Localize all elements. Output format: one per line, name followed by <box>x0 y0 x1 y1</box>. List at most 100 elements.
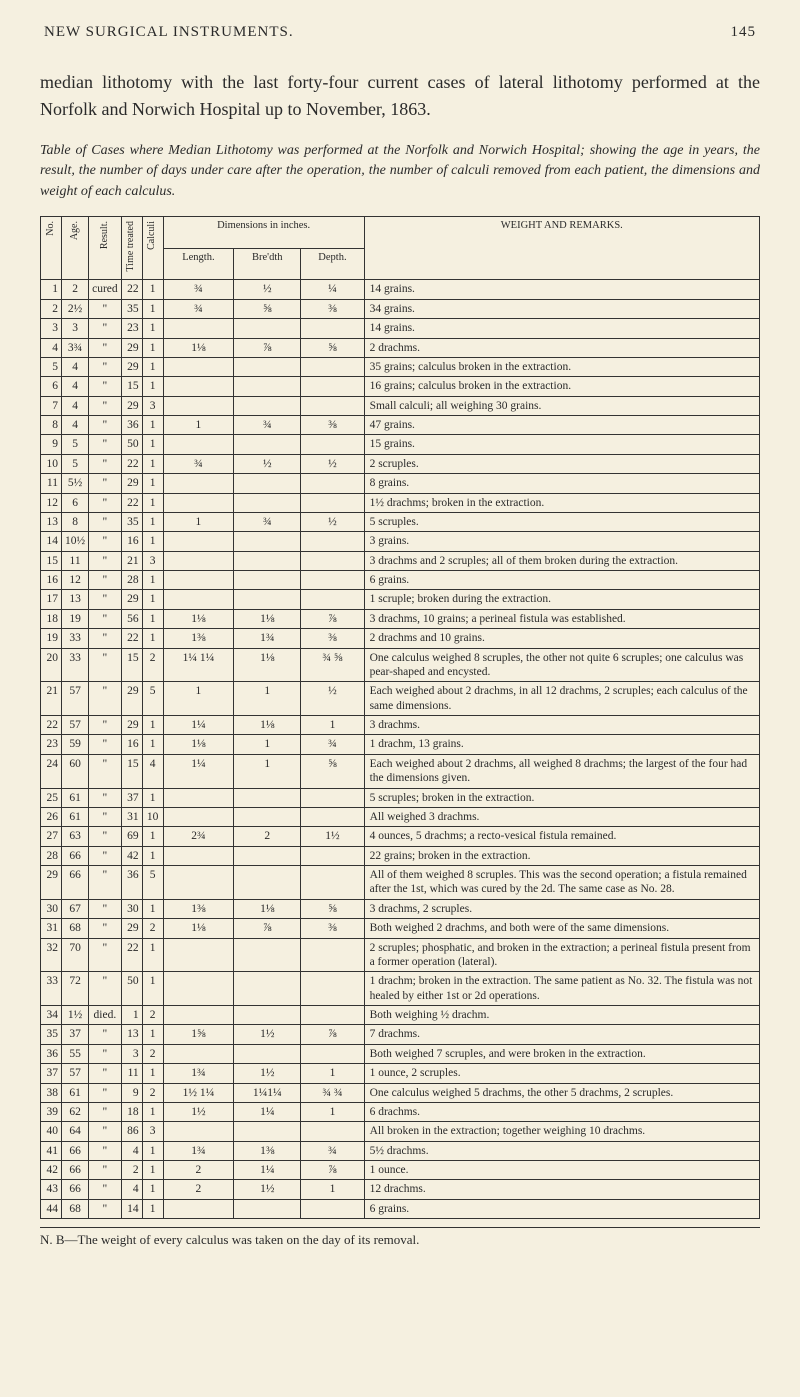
cell-time: 69 <box>121 827 142 846</box>
cell-length: 1⅛ <box>163 338 234 357</box>
table-row: 2257"2911¼1⅛13 drachms. <box>41 716 760 735</box>
cell-calculi: 10 <box>142 807 163 826</box>
cell-depth: ¾ ⅝ <box>301 648 364 682</box>
cell-remarks: 8 grains. <box>364 474 759 493</box>
cell-no: 12 <box>41 493 62 512</box>
table-row: 115½"2918 grains. <box>41 474 760 493</box>
cell-time: 22 <box>121 938 142 972</box>
cell-result: " <box>89 1122 122 1141</box>
cell-depth: ⅞ <box>301 1161 364 1180</box>
cell-remarks: 47 grains. <box>364 416 759 435</box>
cell-time: 9 <box>121 1083 142 1102</box>
cell-result: " <box>89 754 122 788</box>
cell-calculi: 1 <box>142 571 163 590</box>
cell-depth: ⅝ <box>301 754 364 788</box>
cell-result: " <box>89 435 122 454</box>
cell-remarks: 1 ounce, 2 scruples. <box>364 1064 759 1083</box>
cell-remarks: 3 drachms, 10 grains; a perineal fistula… <box>364 609 759 628</box>
cell-length: 1⅛ <box>163 609 234 628</box>
cell-depth: ⅜ <box>301 629 364 648</box>
table-row: 105"221¾½½2 scruples. <box>41 454 760 473</box>
cell-time: 16 <box>121 532 142 551</box>
cell-depth <box>301 972 364 1006</box>
cell-age: 2½ <box>62 299 89 318</box>
cell-no: 1 <box>41 280 62 299</box>
cell-result: " <box>89 474 122 493</box>
cell-age: 33 <box>62 629 89 648</box>
cell-age: 66 <box>62 1141 89 1160</box>
cell-calculi: 1 <box>142 735 163 754</box>
cell-depth: ¾ <box>301 1141 364 1160</box>
cell-time: 22 <box>121 280 142 299</box>
cell-breadth <box>234 1122 301 1141</box>
cell-length <box>163 532 234 551</box>
cell-breadth: 1⅜ <box>234 1141 301 1160</box>
cell-calculi: 1 <box>142 1141 163 1160</box>
cell-breadth <box>234 590 301 609</box>
cell-depth: ⅞ <box>301 609 364 628</box>
cell-depth: ½ <box>301 512 364 531</box>
cell-result: " <box>89 416 122 435</box>
cell-calculi: 2 <box>142 919 163 938</box>
cell-time: 4 <box>121 1141 142 1160</box>
cell-age: 66 <box>62 1180 89 1199</box>
col-depth: Depth. <box>301 248 364 280</box>
cell-age: 61 <box>62 1083 89 1102</box>
cell-time: 22 <box>121 629 142 648</box>
cell-length <box>163 1122 234 1141</box>
cell-depth: ⅝ <box>301 899 364 918</box>
cell-length: 1¾ <box>163 1141 234 1160</box>
cell-remarks: 5½ drachms. <box>364 1141 759 1160</box>
cell-age: 4 <box>62 416 89 435</box>
cell-breadth: 1⅛ <box>234 716 301 735</box>
cell-breadth <box>234 1199 301 1218</box>
cell-age: 55 <box>62 1044 89 1063</box>
cell-result: " <box>89 396 122 415</box>
table-row: 3757"1111¾1½11 ounce, 2 scruples. <box>41 1064 760 1083</box>
col-remarks: WEIGHT AND REMARKS. <box>364 216 759 280</box>
cell-age: 5½ <box>62 474 89 493</box>
cell-no: 8 <box>41 416 62 435</box>
cell-age: 70 <box>62 938 89 972</box>
cell-breadth <box>234 551 301 570</box>
cell-breadth: 1⅛ <box>234 609 301 628</box>
cell-age: 72 <box>62 972 89 1006</box>
table-row: 3537"1311⅝1½⅞7 drachms. <box>41 1025 760 1044</box>
cell-length <box>163 788 234 807</box>
cell-no: 31 <box>41 919 62 938</box>
cell-result: " <box>89 788 122 807</box>
table-row: 3270"2212 scruples; phosphatic, and brok… <box>41 938 760 972</box>
cell-depth: 1½ <box>301 827 364 846</box>
cell-calculi: 1 <box>142 319 163 338</box>
cell-no: 33 <box>41 972 62 1006</box>
cell-remarks: One calculus weighed 8 scruples, the oth… <box>364 648 759 682</box>
cell-calculi: 1 <box>142 629 163 648</box>
cell-calculi: 1 <box>142 1064 163 1083</box>
cell-result: died. <box>89 1006 122 1025</box>
cell-time: 29 <box>121 338 142 357</box>
cell-calculi: 1 <box>142 827 163 846</box>
cell-depth <box>301 532 364 551</box>
table-row: 126"2211½ drachms; broken in the extract… <box>41 493 760 512</box>
cell-depth <box>301 396 364 415</box>
table-row: 33"23114 grains. <box>41 319 760 338</box>
cell-calculi: 3 <box>142 396 163 415</box>
cell-length <box>163 551 234 570</box>
table-row: 2157"29511½Each weighed about 2 drachms,… <box>41 682 760 716</box>
cell-breadth <box>234 474 301 493</box>
cell-age: 37 <box>62 1025 89 1044</box>
cell-time: 29 <box>121 396 142 415</box>
cell-age: 61 <box>62 807 89 826</box>
cell-age: 12 <box>62 571 89 590</box>
cell-time: 28 <box>121 571 142 590</box>
cell-length <box>163 866 234 900</box>
cell-result: " <box>89 807 122 826</box>
cell-no: 23 <box>41 735 62 754</box>
cell-breadth <box>234 1044 301 1063</box>
table-row: 4166"411¾1⅜¾5½ drachms. <box>41 1141 760 1160</box>
cell-time: 15 <box>121 648 142 682</box>
table-row: 1511"2133 drachms and 2 scruples; all of… <box>41 551 760 570</box>
cell-result: " <box>89 338 122 357</box>
cell-calculi: 2 <box>142 1044 163 1063</box>
cell-length <box>163 571 234 590</box>
